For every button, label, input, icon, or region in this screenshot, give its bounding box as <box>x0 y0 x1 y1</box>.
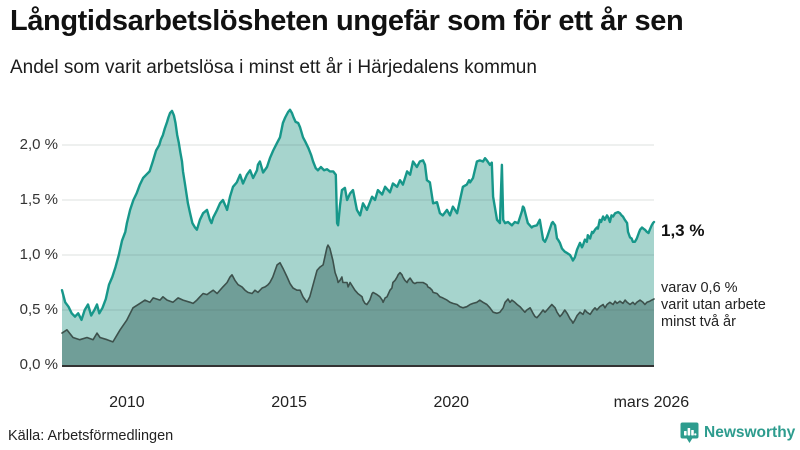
chart-subtitle: Andel som varit arbetslösa i minst ett å… <box>10 57 537 78</box>
secondary-annotation-line2: varit utan arbete <box>661 297 766 313</box>
newsworthy-logo: Newsworthy <box>680 421 795 445</box>
x-axis-label: 2015 <box>271 394 307 411</box>
y-axis-label: 2,0 % <box>19 136 58 153</box>
y-axis-label: 0,5 % <box>19 301 58 318</box>
y-axis-label: 1,5 % <box>19 191 58 208</box>
x-axis-label: mars 2026 <box>613 394 690 411</box>
source-label: Källa: Arbetsförmedlingen <box>8 428 174 444</box>
x-axis-label: 2020 <box>433 394 470 411</box>
x-axis-label: 2010 <box>109 394 145 411</box>
chart-title: Långtidsarbetslösheten ungefär som för e… <box>10 5 684 37</box>
area-series-2 <box>62 245 654 365</box>
secondary-annotation: varav 0,6 % varit utan arbete minst två … <box>661 280 766 331</box>
latest-value-label: 1,3 % <box>661 221 705 240</box>
line-series-2 <box>61 244 655 343</box>
secondary-annotation-line1: varav 0,6 % <box>661 280 738 296</box>
newsworthy-icon <box>680 422 699 443</box>
y-axis-label: 0,0 % <box>19 356 58 373</box>
newsworthy-wordmark: Newsworthy <box>704 424 796 441</box>
secondary-annotation-line3: minst två år <box>661 314 736 330</box>
line-series-1 <box>60 108 656 322</box>
y-axis-label: 1,0 % <box>19 246 58 263</box>
